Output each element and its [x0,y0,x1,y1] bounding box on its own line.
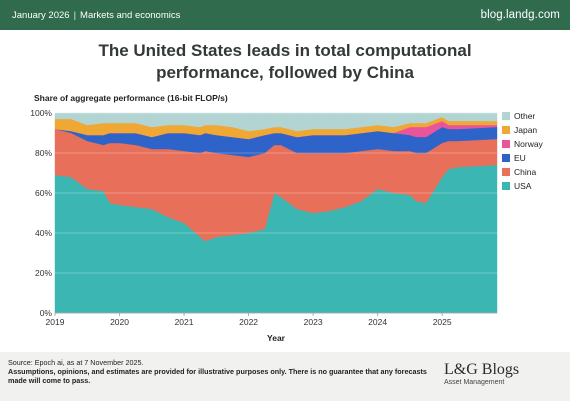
chart-canvas: Share of aggregate performance (16-bit F… [30,93,544,343]
y-axis-ticks: 0% 20% 40% 60% 80% 100% [30,108,52,318]
legend-swatch-eu [502,154,510,162]
x-tick-label: 2021 [175,317,194,327]
legend-label-china: China [514,167,536,177]
x-tick-label: 2022 [239,317,258,327]
y-tick-label: 80% [35,148,52,158]
header-section-link[interactable]: Markets and economics [80,9,181,21]
legend-swatch-norway [502,140,510,148]
legend-swatch-japan [502,126,510,134]
legend-swatch-usa [502,182,510,190]
y-tick-label: 0% [40,308,53,318]
x-tick-label: 2025 [433,317,452,327]
header-date: January 2026 [12,9,70,21]
breadcrumb: January 2026 | Markets and economics [12,10,180,21]
y-tick-label: 40% [35,228,52,238]
legend-label-norway: Norway [514,139,544,149]
area-other [54,112,498,132]
legend-swatch-china [502,168,510,176]
y-tick-label: 100% [30,108,52,118]
chart-title: The United States leads in total computa… [30,40,540,84]
x-tick-label: 2019 [46,317,65,327]
y-tick-label: 60% [35,188,52,198]
legend: Other Japan Norway EU China USA [502,111,544,191]
x-axis-title: Year [267,333,286,343]
x-axis-ticks: 2019 2020 2021 2022 2023 2024 2025 [46,312,497,327]
x-tick-label: 2024 [368,317,387,327]
x-tick-label: 2023 [304,317,323,327]
source-text: Source: Epoch ai, as at 7 November 2025. [8,358,144,367]
footer: Source: Epoch ai, as at 7 November 2025.… [0,352,570,401]
legend-label-usa: USA [514,181,532,191]
chart-title-line-2: performance, followed by China [156,63,414,82]
area-series-group [54,112,498,314]
legend-label-other: Other [514,111,535,121]
source-note: Source: Epoch ai, as at 7 November 2025.… [8,358,428,385]
breadcrumb-separator: | [73,9,77,21]
legend-swatch-other [502,112,510,120]
legend-label-eu: EU [514,153,526,163]
legend-label-japan: Japan [514,125,537,135]
chart-title-line-1: The United States leads in total computa… [98,41,472,60]
lg-blogs-logo[interactable]: L&G Blogs Asset Management [444,361,554,387]
logo-wordmark: L&G Blogs [444,361,520,378]
x-tick-label: 2020 [110,317,129,327]
logo-subtitle: Asset Management [444,379,505,386]
y-tick-label: 20% [35,268,52,278]
site-link[interactable]: blog.landg.com [480,9,560,21]
disclaimer-text: Assumptions, opinions, and estimates are… [8,367,427,385]
y-axis-title: Share of aggregate performance (16-bit F… [34,93,228,103]
top-bar: January 2026 | Markets and economics blo… [0,0,570,30]
